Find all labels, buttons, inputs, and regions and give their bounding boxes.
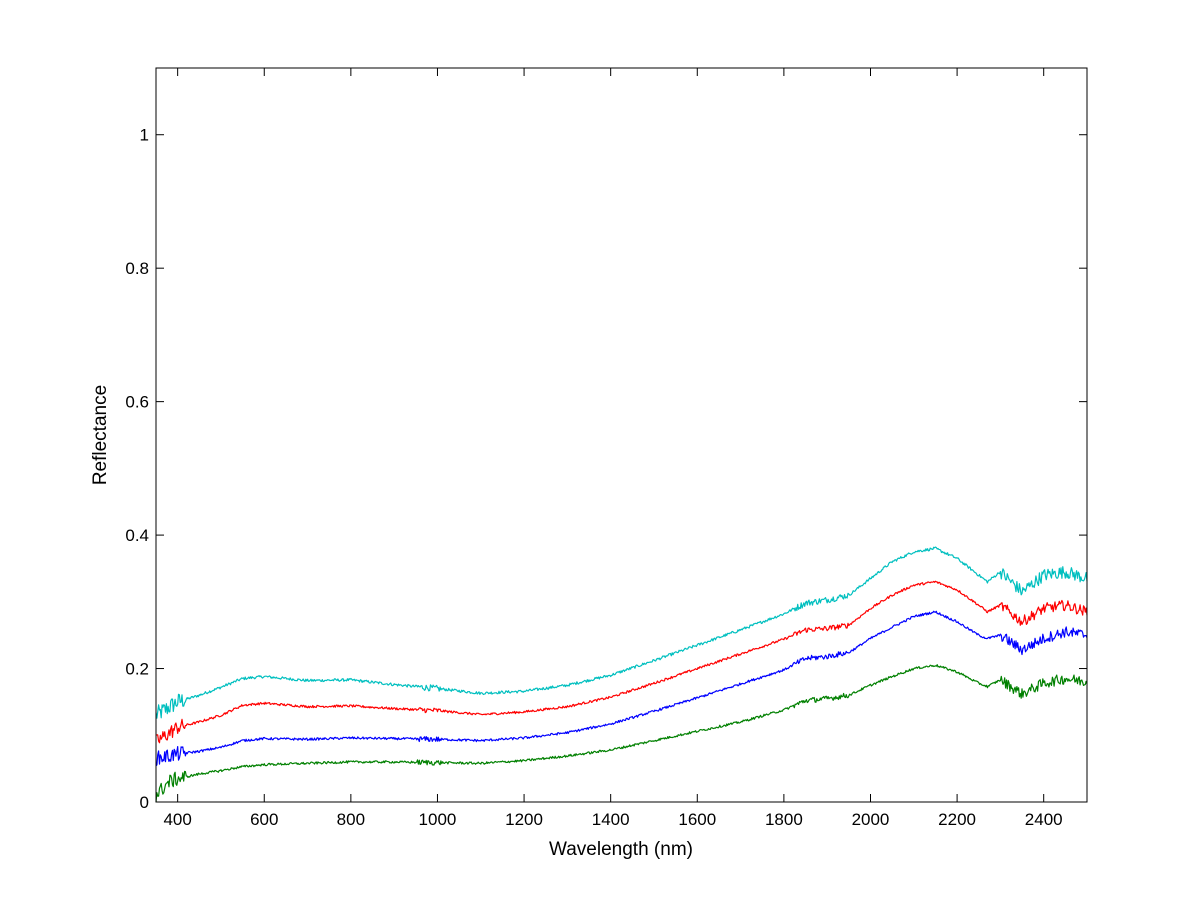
y-axis-label: Reflectance (90, 385, 111, 485)
x-tick-label: 1200 (505, 810, 543, 829)
x-tick-label: 1400 (592, 810, 630, 829)
x-tick-label: 1600 (678, 810, 716, 829)
y-tick-label: 0 (140, 793, 149, 812)
x-axis-label: Wavelength (nm) (549, 839, 693, 860)
series-line-4 (155, 664, 1088, 803)
series-line-1 (155, 546, 1088, 719)
x-tick-label: 800 (337, 810, 365, 829)
series-line-2 (155, 580, 1088, 744)
y-tick-label: 0.8 (125, 259, 149, 278)
plot-area (156, 68, 1087, 802)
tick-layer: 400 600 800 1000 1200 1400 1600 1800 2000 2200 240… (125, 68, 1087, 829)
plot-frame (155, 67, 1088, 803)
x-tick-label: 2000 (852, 810, 890, 829)
y-tick-label: 0.2 (125, 660, 149, 679)
x-tick-label: 600 (250, 810, 278, 829)
series-layer (155, 546, 1088, 803)
x-tick-label: 1000 (419, 810, 457, 829)
x-tick-label: 400 (163, 810, 191, 829)
x-tick-label: 1800 (765, 810, 803, 829)
series-line-3 (155, 610, 1088, 767)
y-tick-label: 0.6 (125, 393, 149, 412)
x-tick-label: 2400 (1025, 810, 1063, 829)
x-tick-label: 2200 (938, 810, 976, 829)
y-tick-label: 0.4 (125, 526, 149, 545)
y-tick-label: 1 (140, 126, 149, 145)
